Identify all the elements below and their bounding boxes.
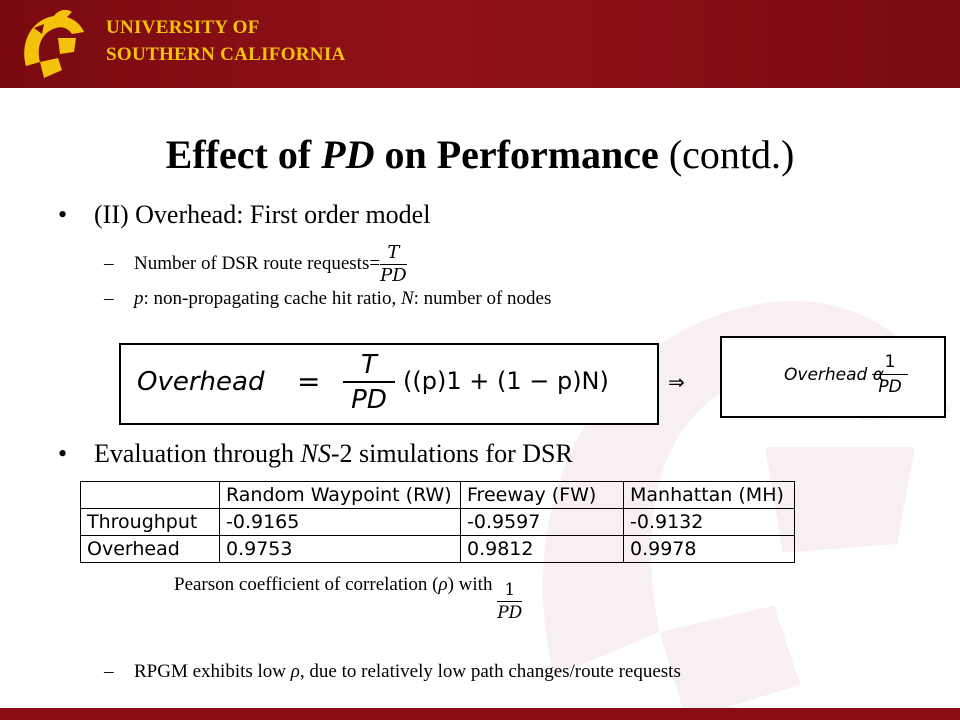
table-cell: -0.9597 [460,508,624,536]
sub-route-requests: – Number of DSR route requests= T PD [104,242,407,287]
title-part-3: on Performance [374,132,659,177]
sub-rpgm: – RPGM exhibits low ρ, due to relatively … [104,660,681,684]
caption-rho: ρ [438,574,448,595]
var-p: p [134,288,144,309]
bullet-overhead-text: (II) Overhead: First order model [94,200,431,229]
sub-dash: – [104,288,114,309]
evaluation-post: -2 simulations for DSR [330,439,573,468]
sub-route-requests-text: Number of DSR route requests= [134,252,381,274]
sub-dash: – [104,661,114,682]
trojan-helmet-icon [24,9,84,78]
overhead-formula-box: Overhead = T PD ((p)1 + (1 − p)N) [119,343,659,425]
formula-denominator: PD [351,385,387,415]
bullet-evaluation-text: Evaluation through NS-2 simulations for … [94,439,573,469]
table-cell: -0.9165 [219,508,461,536]
bullet-dot: • [58,439,68,468]
prop-lhs: Overhead α [784,365,884,385]
university-line-2: SOUTHERN CALIFORNIA [106,44,346,65]
table-header-row: Random Waypoint (RW) Freeway (FW) Manhat… [80,481,795,509]
table-cell: 0.9753 [219,535,461,563]
table-header-cell: Manhattan (MH) [623,481,795,509]
def-n-text: : number of nodes [413,288,552,309]
table-header-cell [80,481,220,509]
proportional-formula-box: Overhead α 1 PD [720,336,946,418]
implies-arrow: ⇒ [668,370,685,394]
title-part-2: PD [321,132,375,177]
slide-title: Effect of PD on Performance (contd.) [0,130,960,180]
formula-equals: = [297,365,321,398]
formula-fraction: T PD [343,349,395,417]
footer-bar [0,708,960,720]
evaluation-ns: NS [300,439,331,468]
university-name: UNIVERSITY OF SOUTHERN CALIFORNIA [106,14,346,68]
evaluation-pre: Evaluation through [94,439,301,468]
table-cell: 0.9978 [623,535,795,563]
prop-denominator: PD [878,377,902,397]
sub-dash: – [104,252,114,274]
prop-fraction: 1 PD [872,350,908,399]
header-banner: UNIVERSITY OF SOUTHERN CALIFORNIA [0,0,960,88]
bullet-dot: • [58,200,68,229]
var-n: N [400,288,414,309]
table-cell: Throughput [80,508,220,536]
caption-numerator: 1 [497,579,523,602]
rpgm-pre: RPGM exhibits low [134,661,291,682]
caption-text: Pearson coefficient of correlation ( [174,574,439,595]
formula-lhs: Overhead [137,367,265,397]
table-header-cell: Freeway (FW) [460,481,624,509]
fraction-denominator: PD [380,265,407,286]
caption-fraction: 1 PD [497,579,523,624]
university-line-1: UNIVERSITY OF [106,17,260,38]
table-row: Overhead 0.9753 0.9812 0.9978 [80,535,795,563]
caption-end: ) with [447,574,493,595]
table-cell: 0.9812 [460,535,624,563]
prop-numerator: 1 [872,350,908,375]
formula-rhs: ((p)1 + (1 − p)N) [403,367,609,395]
caption-denominator: PD [497,603,523,623]
fraction-numerator: T [380,242,407,265]
fraction-t-over-pd: T PD [380,242,407,287]
table-header-cell: Random Waypoint (RW) [219,481,461,509]
rpgm-rho: ρ [290,661,300,682]
table-cell: Overhead [80,535,220,563]
table-row: Throughput -0.9165 -0.9597 -0.9132 [80,508,795,536]
def-p-text: : non-propagating cache hit ratio, [143,288,401,309]
rpgm-post: , due to relatively low path changes/rou… [299,661,681,682]
title-part-1: Effect of [165,132,322,177]
sub-definitions: – p: non-propagating cache hit ratio, N: … [104,287,551,311]
formula-numerator: T [343,349,395,383]
table-caption: Pearson coefficient of correlation (ρ) w… [174,574,523,624]
table-cell: -0.9132 [623,508,795,536]
title-part-4: (contd.) [658,132,795,177]
correlation-table: Random Waypoint (RW) Freeway (FW) Manhat… [80,481,795,563]
